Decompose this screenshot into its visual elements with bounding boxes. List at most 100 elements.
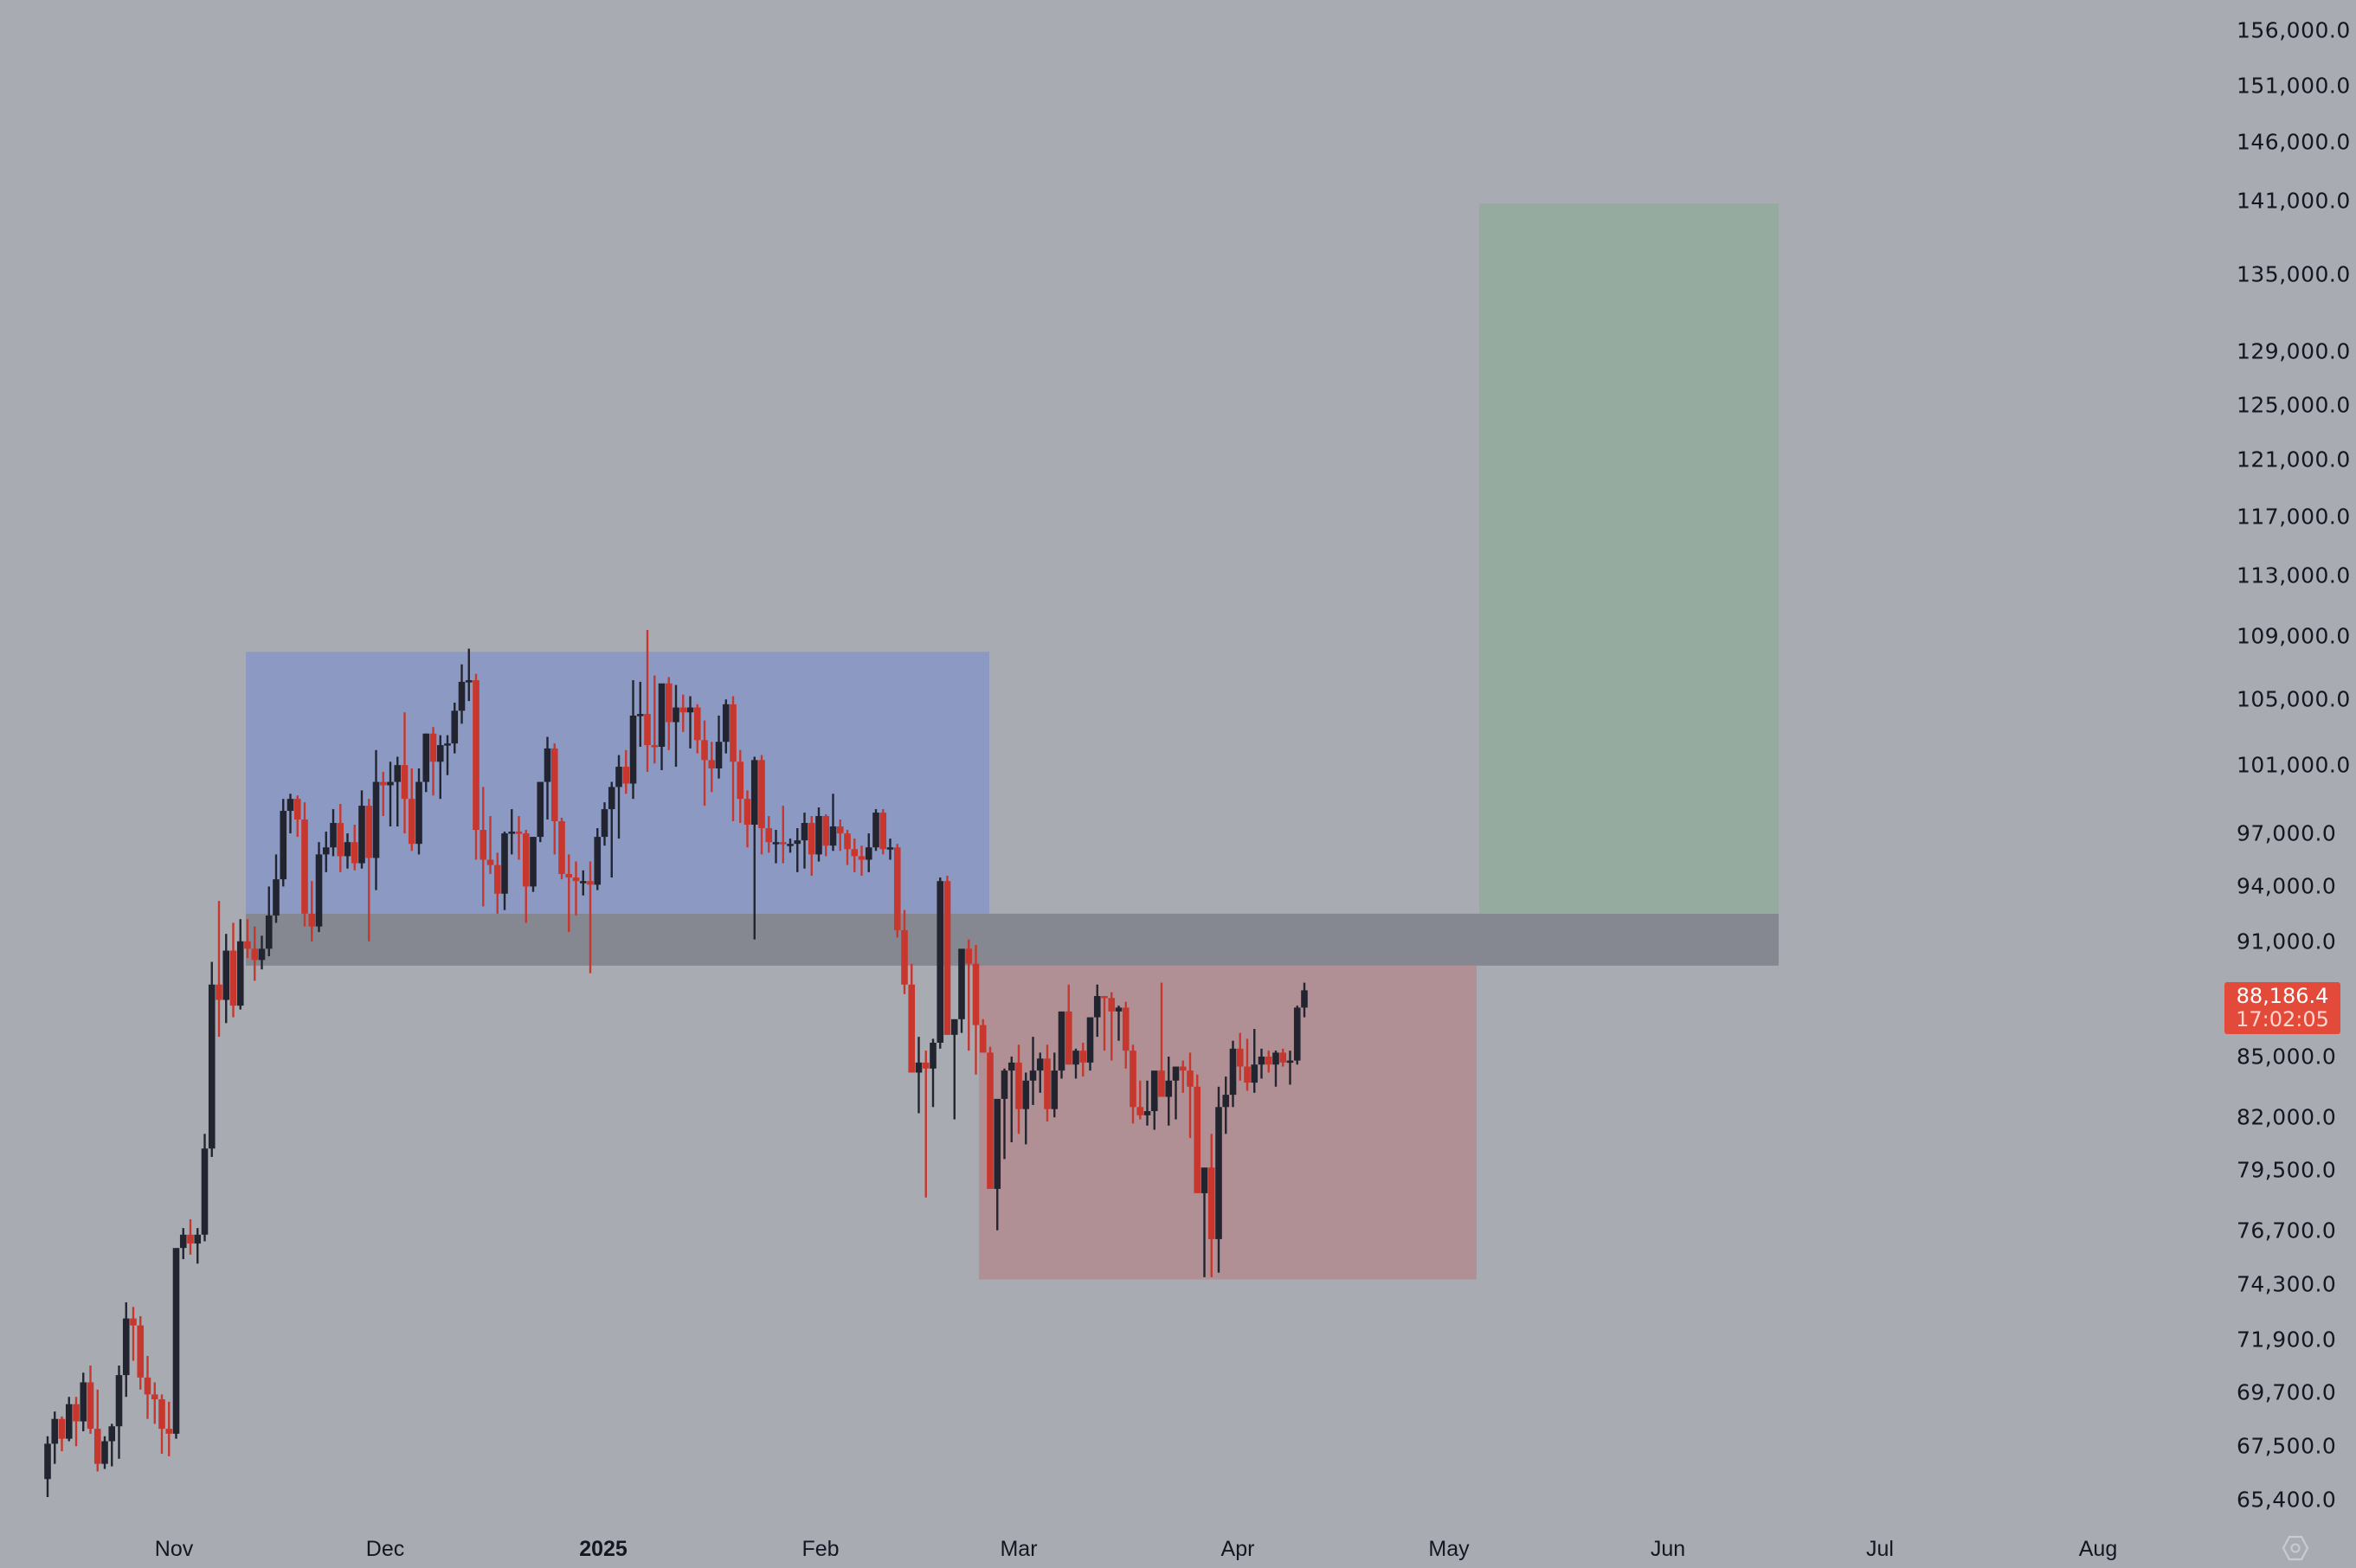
candle-body-down [229, 950, 237, 1006]
candle-body-down [365, 806, 373, 858]
candle-body-up [865, 847, 872, 860]
candle-body-down [822, 816, 830, 846]
candle-body-down [693, 707, 701, 741]
price-tick-label: 67,500.0 [2237, 1433, 2337, 1459]
candle-body-up [750, 760, 758, 826]
candle-body-up [273, 879, 280, 916]
candle-wick [1246, 1038, 1249, 1091]
current-price-value: 88,186.4 [2236, 984, 2329, 1009]
candle-wick [1289, 1051, 1291, 1085]
candle-body-up [258, 948, 266, 961]
candle-body-down [251, 948, 259, 961]
candle-body-up [358, 806, 365, 864]
candle-body-up [658, 683, 666, 747]
candle-wick [682, 694, 685, 732]
candle-wick [111, 1423, 113, 1467]
candle-body-down [1079, 1051, 1087, 1063]
candle-wick [953, 1019, 956, 1120]
candle-body-up [1201, 1167, 1208, 1193]
candle-body-down [216, 984, 222, 1000]
time-tick-label: 2025 [579, 1537, 628, 1561]
candle-body-down [1194, 1086, 1201, 1193]
candle-body-down [1179, 1066, 1187, 1071]
candle-body-up [1286, 1060, 1294, 1064]
candle-body-up [1143, 1111, 1151, 1115]
candle-wick [1203, 1172, 1206, 1277]
candle-body-down [765, 828, 773, 843]
candle-body-up [1251, 1064, 1258, 1083]
candle-body-up [994, 1098, 1001, 1189]
candle-body-down [1136, 1107, 1144, 1115]
price-tick-label: 117,000.0 [2237, 504, 2351, 530]
price-tick-label: 129,000.0 [2237, 338, 2351, 364]
candle-body-up [608, 787, 615, 810]
candle-body-down [665, 683, 673, 723]
candle-body-down [1108, 998, 1116, 1012]
candle-body-down [429, 733, 437, 762]
candle-body-down [401, 765, 409, 800]
candle-body-up [115, 1375, 123, 1427]
resistance-band-zone[interactable] [246, 913, 1779, 966]
price-tick-label: 97,000.0 [2237, 820, 2337, 846]
candle-body-up [415, 781, 422, 845]
candle-body-up [1001, 1070, 1008, 1099]
candle-body-up [422, 733, 430, 782]
candle-wick [153, 1382, 156, 1424]
correction-range-zone[interactable] [979, 965, 1477, 1280]
candle-body-down [651, 745, 659, 748]
candle-wick [1039, 1052, 1041, 1093]
candle-body-down [486, 859, 494, 865]
candle-body-down [293, 799, 301, 820]
candle-body-up [1165, 1080, 1173, 1097]
candle-body-up [1215, 1107, 1222, 1239]
candle-wick [289, 794, 292, 834]
candle-body-down [351, 842, 358, 864]
target-projection-zone[interactable] [1479, 203, 1779, 914]
candle-body-up [686, 707, 694, 713]
candle-wick [575, 861, 577, 916]
candle-body-down [979, 1025, 987, 1053]
candle-body-up [636, 714, 644, 717]
candle-body-up [772, 842, 780, 845]
candle-body-down [1015, 1062, 1022, 1109]
candle-wick [1010, 1057, 1013, 1142]
candle-body-up [330, 823, 337, 848]
candle-body-up [236, 941, 244, 1006]
candle-body-up [1029, 1070, 1037, 1081]
candle-body-down [743, 799, 751, 826]
candle-body-down [144, 1377, 151, 1395]
candle-body-up [930, 1042, 937, 1069]
candle-body-up [1172, 1066, 1180, 1081]
candle-body-down [893, 847, 901, 930]
candle-body-down [522, 833, 530, 887]
candle-body-down [622, 767, 630, 784]
candle-wick [1175, 1070, 1177, 1120]
candle-body-down [1044, 1058, 1051, 1109]
time-tick-label: Mar [1000, 1537, 1038, 1561]
price-tick-label: 85,000.0 [2237, 1044, 2337, 1070]
candle-body-up [579, 881, 587, 884]
candle-wick [568, 854, 570, 933]
candle-body-up [1051, 1070, 1059, 1109]
candle-body-up [208, 984, 216, 1149]
candle-body-up [915, 1062, 923, 1073]
candle-body-down [473, 680, 480, 831]
price-tick-label: 91,000.0 [2237, 929, 2337, 954]
chart-settings-button[interactable] [2281, 1533, 2310, 1563]
candle-wick [610, 781, 613, 878]
candle-body-down [130, 1318, 137, 1326]
candle-wick [803, 813, 806, 869]
candle-wick [917, 1037, 920, 1114]
candle-body-up [722, 704, 730, 742]
candle-wick [646, 630, 649, 772]
time-tick-label: Jun [1650, 1537, 1686, 1561]
candle-body-up [1115, 1007, 1123, 1012]
candle-body-up [950, 1019, 958, 1035]
candle-body-up [436, 745, 444, 762]
candle-body-down [1101, 996, 1108, 999]
candle-body-up [222, 950, 230, 1000]
candle-body-down [758, 760, 765, 829]
candle-wick [389, 762, 392, 827]
candle-body-up [1007, 1062, 1015, 1071]
